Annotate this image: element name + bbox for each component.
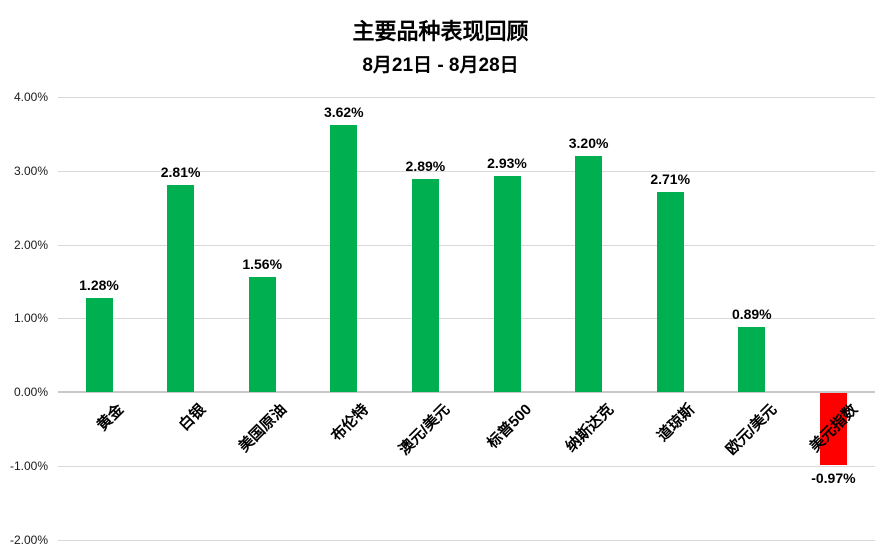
bar-8	[738, 326, 766, 393]
bar-value-label: -0.97%	[811, 469, 856, 486]
category-label: 纳斯达克	[562, 401, 617, 456]
zero-axis-line	[58, 391, 875, 394]
y-axis-tick-label: -2.00%	[9, 532, 48, 547]
bar-7	[656, 192, 684, 393]
gridline	[58, 539, 875, 541]
bar-2	[248, 277, 276, 393]
y-axis-tick-label: 0.00%	[13, 385, 48, 400]
bar-1	[167, 184, 195, 393]
category-label: 白银	[175, 401, 209, 435]
bar-value-label: 0.89%	[731, 305, 772, 322]
bar-value-label: 1.56%	[242, 256, 283, 273]
gridline	[58, 466, 875, 467]
bar-value-label: 3.62%	[323, 104, 364, 121]
bar-value-label: 3.20%	[568, 135, 609, 152]
bar-value-label: 2.89%	[405, 157, 446, 174]
category-label: 道琼斯	[654, 401, 699, 445]
category-label: 欧元/美元	[722, 401, 780, 459]
y-axis-tick-label: -1.00%	[9, 459, 48, 473]
bar-value-label: 2.71%	[650, 171, 691, 188]
bar-5	[493, 175, 521, 393]
y-axis-tick-label: 2.00%	[13, 237, 48, 252]
bar-9	[819, 393, 847, 465]
gridline	[58, 97, 875, 98]
bar-value-label: 2.93%	[487, 154, 527, 171]
category-label: 标普500	[484, 401, 536, 452]
bar-0	[85, 297, 113, 393]
bar-value-label: 2.81%	[160, 163, 201, 180]
category-label: 布伦特	[327, 401, 372, 445]
gridline	[58, 244, 875, 246]
bar-3	[330, 125, 358, 393]
chart-title: 主要品种表现回顾	[352, 19, 529, 44]
chart-subtitle: 8月21日 - 8月28日	[362, 55, 519, 76]
bar-value-label: 1.28%	[79, 276, 119, 293]
y-axis-tick-label: 1.00%	[13, 311, 48, 326]
category-label: 黄金	[93, 401, 128, 435]
y-axis-tick-label: 3.00%	[13, 163, 48, 178]
gridline	[58, 318, 875, 320]
category-label: 澳元/美元	[396, 401, 454, 459]
bar-4	[411, 178, 439, 393]
category-label: 美国原油	[235, 401, 291, 456]
bar-6	[575, 156, 603, 393]
y-axis-tick-label: 4.00%	[13, 90, 48, 104]
gridline	[58, 170, 875, 172]
